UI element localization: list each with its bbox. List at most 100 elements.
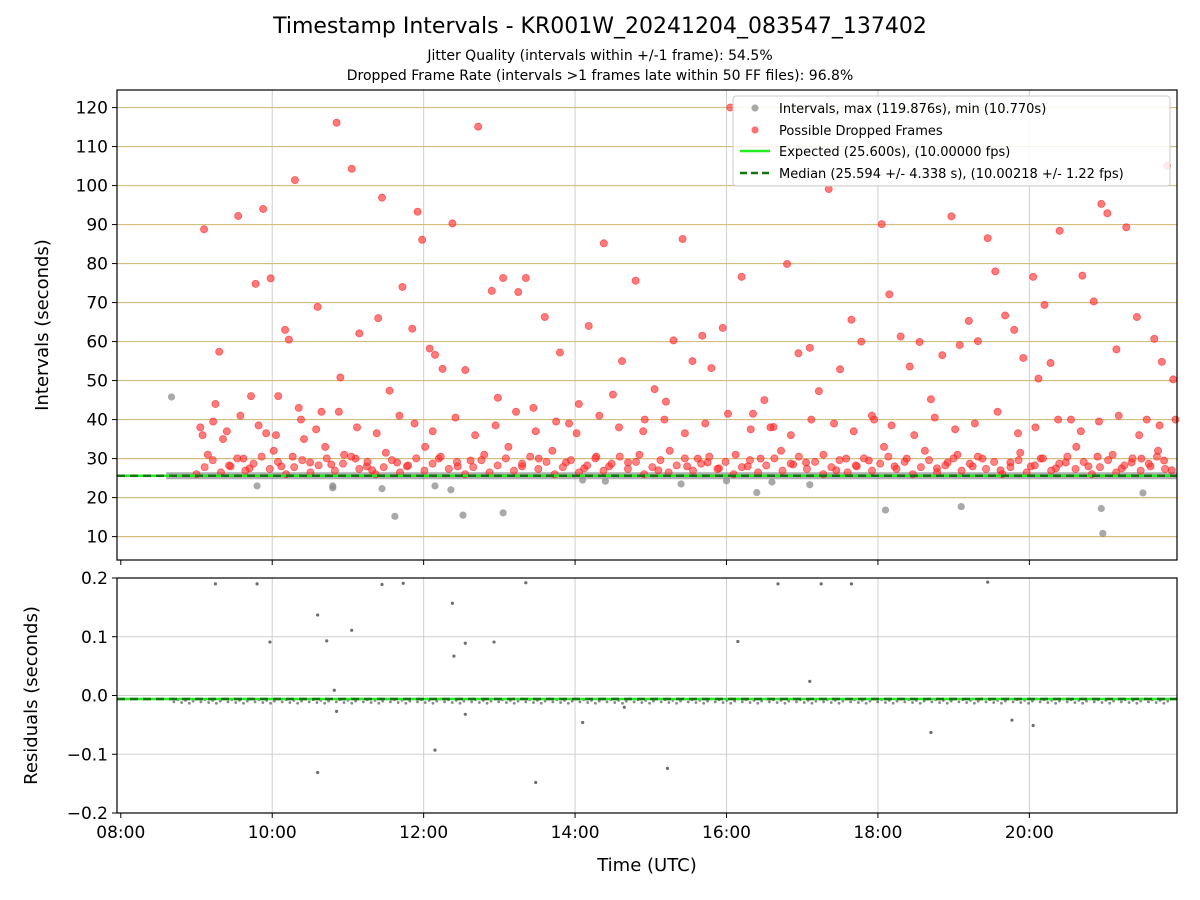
dropped-frame-point (1108, 450, 1117, 459)
dropped-frame-point (262, 429, 271, 438)
residual-point (1030, 699, 1034, 703)
residual-point (253, 700, 257, 704)
residual-point (218, 699, 222, 703)
residual-point (965, 701, 969, 704)
dropped-frame-point (233, 454, 242, 463)
residual-point (1065, 700, 1069, 704)
residual-point (316, 770, 320, 775)
interval-point (499, 509, 507, 517)
interval-point (579, 476, 587, 484)
dropped-frame-point (786, 459, 795, 468)
dropped-frame-point (347, 452, 356, 461)
dropped-frame-point (452, 457, 461, 466)
legend-expected-label: Expected (25.600s), (10.00000 fps) (779, 145, 1010, 160)
interval-point (391, 512, 399, 520)
dropped-frame-point (339, 459, 348, 468)
dropped-frame-point (721, 457, 730, 466)
residual-point (1162, 701, 1166, 705)
residual-point (404, 701, 408, 705)
residual-point (534, 780, 538, 785)
dropped-frame-point (993, 407, 1002, 416)
dropped-frame-point (548, 446, 557, 455)
interval-point (378, 485, 386, 493)
residual-y-tick-label: 0.0 (81, 687, 108, 707)
dropped-frame-point (973, 452, 982, 461)
residual-point (261, 701, 265, 704)
dropped-frame-point (824, 185, 833, 194)
dropped-frame-point (608, 390, 617, 399)
dropped-frame-point (867, 411, 876, 420)
residual-point (485, 701, 489, 705)
residual-point (918, 701, 922, 705)
interval-point (1099, 529, 1107, 538)
dropped-frame-point (274, 392, 283, 401)
dropped-frame-point (713, 464, 722, 473)
residual-point (180, 701, 184, 704)
dropped-frame-point (807, 415, 816, 424)
dropped-frame-point (379, 463, 388, 472)
residual-point (215, 701, 218, 705)
residual-point (369, 701, 373, 704)
dropped-frame-point (215, 347, 224, 356)
dropped-frame-point (688, 466, 697, 475)
dropped-frame-point (355, 329, 364, 338)
dropped-frame-point (1135, 431, 1144, 440)
dropped-frame-point (294, 403, 303, 412)
dropped-frame-point (859, 454, 868, 463)
dropped-frame-point (574, 399, 583, 408)
residual-point (1154, 701, 1158, 704)
dropped-frame-point (1031, 423, 1040, 432)
dropped-frame-point (566, 456, 575, 465)
dropped-frame-point (466, 456, 475, 465)
residual-point (435, 699, 439, 703)
dropped-frame-point (1112, 345, 1121, 354)
x-tick-label: 18:00 (853, 823, 902, 843)
dropped-frame-point (941, 461, 950, 470)
residual-point (524, 581, 528, 585)
residual-point (315, 701, 319, 704)
dropped-frame-point (614, 423, 623, 432)
dropped-frame-point (1132, 313, 1141, 322)
dropped-frame-point (811, 457, 820, 466)
residual-point (532, 701, 535, 704)
residual-point (1019, 701, 1023, 704)
residual-point (463, 641, 467, 645)
residual-point (1027, 701, 1030, 705)
interval-y-tick-label: 90 (86, 216, 108, 236)
interval-y-axis-label: Intervals (seconds) (32, 239, 53, 411)
dropped-frame-point (363, 457, 372, 466)
residual-point (679, 699, 682, 703)
residual-point (984, 700, 988, 704)
dropped-frame-point (1055, 226, 1064, 235)
interval-y-tick-label: 120 (76, 99, 108, 119)
interval-y-tick-label: 50 (86, 372, 108, 392)
dropped-frame-point (218, 435, 227, 444)
dropped-frame-point (471, 431, 480, 440)
interval-point (768, 478, 776, 486)
dropped-frame-point (436, 452, 445, 461)
interval-y-tick-label: 70 (86, 294, 108, 314)
dropped-frame-point (857, 337, 866, 346)
dropped-frame-point (334, 407, 343, 416)
residual-point (1100, 701, 1104, 704)
residual-point (207, 701, 211, 704)
interval-point (677, 480, 685, 488)
residual-point (489, 699, 493, 703)
dropped-frame-point (1001, 311, 1010, 320)
dropped-frame-point (284, 335, 293, 344)
dropped-frame-point (521, 273, 530, 282)
dropped-frame-point (805, 343, 814, 352)
dropped-frame-point (1016, 448, 1025, 457)
residual-point (621, 701, 624, 705)
residual-point (876, 700, 880, 704)
dropped-frame-point (669, 336, 678, 345)
dropped-frame-point (1047, 466, 1056, 475)
dropped-frame-point (1093, 452, 1102, 461)
dropped-frame-point (910, 431, 919, 440)
residual-point (1147, 700, 1150, 704)
dropped-frame-point (639, 427, 648, 436)
residual-point (819, 582, 823, 586)
dropped-frame-point (509, 466, 518, 475)
dropped-frame-point (259, 204, 268, 213)
residual-point (1010, 718, 1014, 722)
